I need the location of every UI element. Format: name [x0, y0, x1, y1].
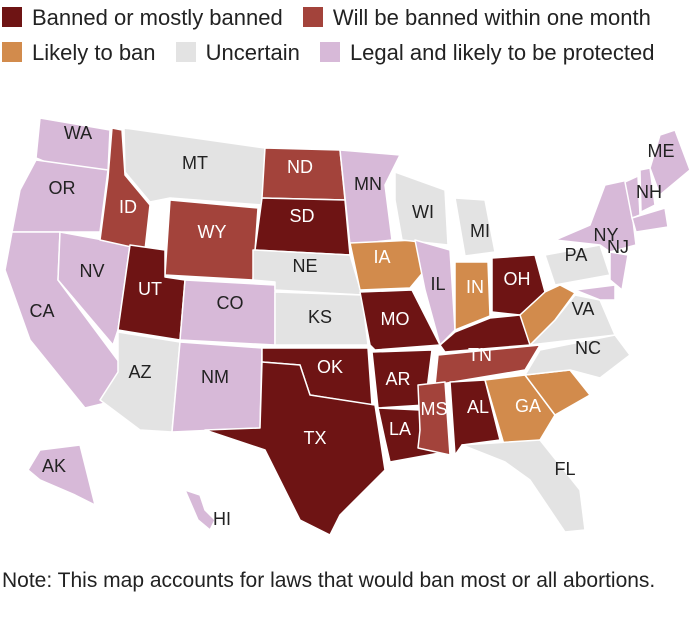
legend-item: Will be banned within one month	[302, 5, 651, 30]
state	[171, 341, 263, 433]
state-label: MO	[381, 309, 410, 329]
legend-item: Uncertain	[175, 40, 300, 65]
state-label: ME	[648, 141, 675, 161]
state-label: NM	[201, 367, 229, 387]
state	[204, 361, 386, 536]
state-label: CO	[217, 293, 244, 313]
state-label: WY	[198, 222, 227, 242]
state	[454, 197, 496, 257]
state-label: NY	[593, 225, 618, 245]
legend-swatch	[2, 42, 22, 62]
state-label: NJ	[607, 237, 629, 257]
state	[434, 344, 541, 386]
state	[414, 239, 456, 346]
state-label: NV	[79, 261, 104, 281]
state-label: TN	[468, 345, 492, 365]
legend-item: Legal and likely to be protected	[319, 40, 655, 65]
legend-item: Banned or mostly banned	[2, 5, 283, 30]
state-label: IL	[430, 274, 445, 294]
state-label: SD	[289, 206, 314, 226]
state-label: MT	[182, 153, 208, 173]
state-label: AR	[385, 369, 410, 389]
legend-swatch	[175, 42, 196, 62]
state-label: OH	[504, 269, 531, 289]
state	[359, 289, 441, 351]
state-label: PA	[565, 245, 588, 265]
state	[274, 291, 369, 346]
legend-swatch	[302, 7, 323, 27]
state-label: CA	[29, 301, 54, 321]
legend-label: Banned or mostly banned	[32, 5, 283, 30]
legend-label: Likely to ban	[32, 40, 156, 65]
state	[649, 129, 690, 196]
legend: Banned or mostly banned Will be banned w…	[2, 0, 688, 70]
state-label: VA	[572, 299, 595, 319]
state-label: WI	[412, 202, 434, 222]
state	[27, 444, 96, 506]
state	[184, 489, 216, 531]
state	[574, 284, 616, 301]
state	[631, 207, 669, 233]
state-label: NE	[292, 256, 317, 276]
state-label: LA	[389, 419, 411, 439]
state-label: WA	[64, 123, 92, 143]
state	[99, 331, 181, 433]
state-label: ID	[119, 197, 137, 217]
legend-swatch	[319, 42, 340, 62]
legend-label: Will be banned within one month	[332, 5, 651, 30]
state	[339, 149, 401, 246]
legend-label: Legal and likely to be protected	[349, 40, 655, 65]
state-label: OR	[49, 178, 76, 198]
state-label: IA	[373, 247, 390, 267]
note: Note: This map accounts for laws that wo…	[2, 569, 656, 592]
state-label: GA	[515, 396, 541, 416]
legend-label: Uncertain	[205, 40, 300, 65]
state	[519, 284, 576, 346]
state-label: AZ	[128, 362, 151, 382]
legend-swatch	[2, 7, 22, 27]
state	[609, 251, 629, 291]
state	[454, 261, 491, 331]
state-label: NH	[636, 182, 662, 202]
state-label: ND	[287, 157, 313, 177]
state-label: FL	[554, 459, 575, 479]
state-label: MN	[354, 174, 382, 194]
state	[99, 127, 151, 251]
state-label: KS	[308, 307, 332, 327]
state	[639, 167, 656, 213]
state-label: OK	[317, 357, 343, 377]
state-label: NC	[575, 338, 601, 358]
state-label: AL	[467, 397, 489, 417]
state	[417, 381, 451, 456]
state-label: MS	[421, 399, 448, 419]
state	[252, 249, 363, 296]
state-label: UT	[138, 279, 162, 299]
state-label: HI	[213, 509, 231, 529]
map: WA OR CA NV ID MT WY UT AZ CO NM ND SD NE KS OK TX MN IA MO…	[4, 117, 690, 536]
state	[449, 379, 501, 456]
state-label: AK	[42, 456, 66, 476]
state-label: MI	[470, 221, 490, 241]
state	[461, 439, 586, 533]
state-label: TX	[303, 428, 326, 448]
legend-item: Likely to ban	[2, 40, 156, 65]
state	[484, 374, 556, 449]
state-label: IN	[466, 277, 484, 297]
